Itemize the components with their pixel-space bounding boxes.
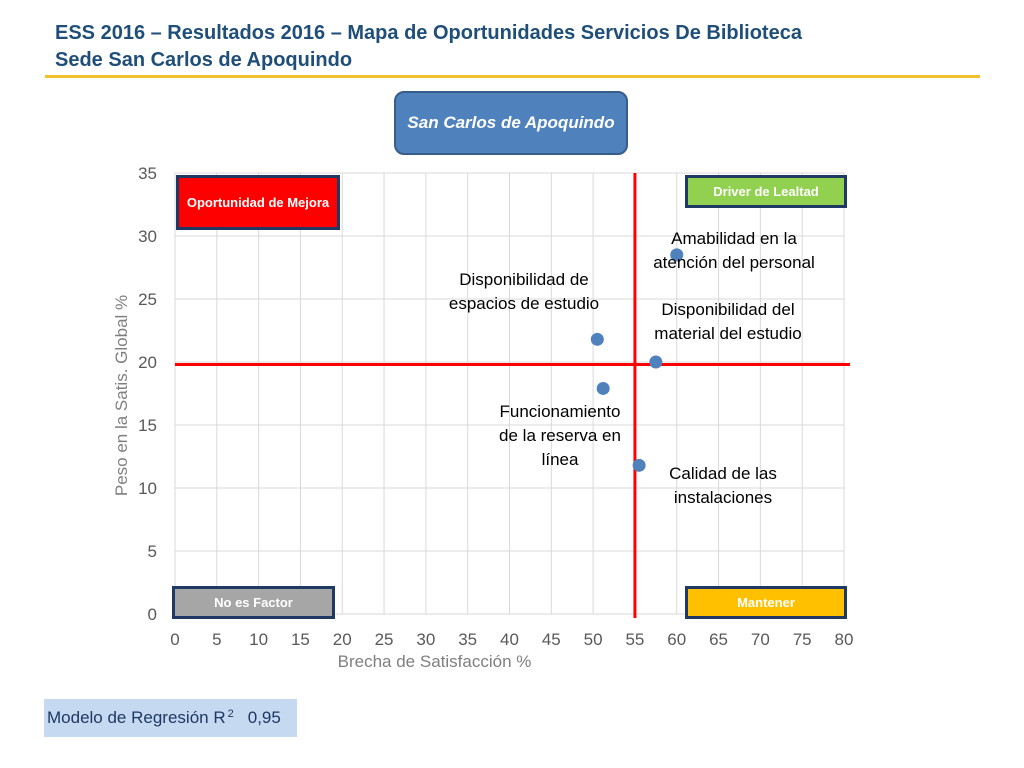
y-axis-title: Peso en la Satis. Global % [112, 295, 131, 496]
y-tick-label: 35 [138, 164, 157, 183]
y-tick-label: 30 [138, 227, 157, 246]
quadrant-label-mantener: Mantener [685, 586, 847, 619]
site-label-box: San Carlos de Apoquindo [394, 91, 628, 155]
x-tick-label: 20 [333, 630, 352, 649]
regression-label: Modelo de Regresión R [47, 708, 226, 727]
x-tick-label: 70 [751, 630, 770, 649]
y-tick-label: 0 [148, 605, 157, 624]
x-tick-label: 45 [542, 630, 561, 649]
point-label-amabilidad: Amabilidad en la atención del personal [653, 229, 815, 272]
point-label-espacios: Disponibilidad de espacios de estudio [448, 270, 600, 313]
data-point [596, 381, 610, 395]
y-tick-label: 10 [138, 479, 157, 498]
x-tick-label: 60 [667, 630, 686, 649]
point-label-instalaciones: Calidad de las instalaciones [669, 464, 777, 507]
x-tick-label: 40 [500, 630, 519, 649]
x-tick-label: 25 [375, 630, 394, 649]
x-tick-label: 15 [291, 630, 310, 649]
y-tick-label: 15 [138, 416, 157, 435]
point-label-material: Disponibilidad del material del estudio [654, 300, 802, 343]
data-point [590, 332, 604, 346]
quadrant-label-driver: Driver de Lealtad [685, 175, 847, 208]
x-tick-label: 5 [212, 630, 221, 649]
x-tick-label: 65 [709, 630, 728, 649]
data-point [649, 355, 663, 369]
regression-superscript: 2 [227, 708, 234, 720]
x-tick-label: 0 [170, 630, 179, 649]
data-point [670, 248, 684, 262]
x-tick-label: 50 [584, 630, 603, 649]
quadrant-label-oportunidad: Oportunidad de Mejora [176, 175, 340, 230]
regression-value: 0,95 [247, 708, 281, 727]
y-tick-label: 5 [148, 542, 157, 561]
x-tick-label: 55 [625, 630, 644, 649]
x-tick-label: 35 [458, 630, 477, 649]
page-title: ESS 2016 – Resultados 2016 – Mapa de Opo… [55, 20, 802, 74]
x-tick-label: 10 [249, 630, 268, 649]
x-axis-title: Brecha de Satisfacción % [338, 652, 532, 671]
title-underline [45, 75, 980, 78]
x-tick-label: 75 [793, 630, 812, 649]
quadrant-label-no-es-factor: No es Factor [172, 586, 335, 619]
x-tick-label: 80 [835, 630, 854, 649]
y-tick-label: 25 [138, 290, 157, 309]
point-label-reserva: Funcionamiento de la reserva en línea [499, 402, 621, 469]
y-tick-label: 20 [138, 353, 157, 372]
data-point [632, 458, 646, 472]
title-line-1: ESS 2016 – Resultados 2016 – Mapa de Opo… [55, 22, 802, 44]
x-tick-label: 30 [416, 630, 435, 649]
title-line-2: Sede San Carlos de Apoquindo [55, 49, 353, 71]
